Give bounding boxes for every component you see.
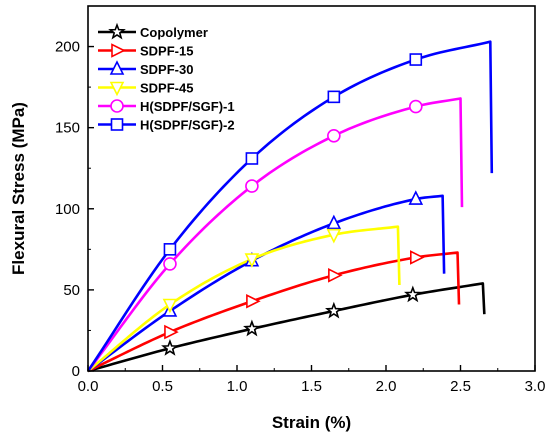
y-tick-label: 200 (55, 39, 80, 56)
data-point-sdpf-45 (326, 228, 342, 244)
y-tick-label: 100 (55, 201, 80, 218)
data-point-sdpf-15 (328, 267, 343, 283)
data-point-h-sdpf-sgf-2 (163, 243, 177, 256)
legend-marker (110, 118, 124, 131)
x-tick-label: 2.0 (376, 378, 397, 395)
legend-marker (110, 99, 124, 113)
x-axis-title: Strain (%) (272, 413, 351, 432)
x-axis: 0.0 0.5 1.0 1.5 2.0 2.5 3.0 (78, 365, 546, 395)
series-line-sdpf-15 (87, 251, 461, 373)
legend-label: SDPF-45 (140, 81, 193, 96)
y-axis: 0 50 100 150 200 (55, 39, 94, 380)
data-point-h-sdpf-sgf-1 (327, 128, 341, 143)
series-line-copolymer (87, 282, 486, 373)
legend-label: H(SDPF/SGF)-2 (140, 118, 235, 133)
data-point-sdpf-15 (164, 324, 179, 340)
data-point-sdpf-30 (408, 190, 424, 205)
legend-label: SDPF-30 (140, 62, 193, 77)
legend-label: SDPF-15 (140, 44, 193, 59)
y-tick-label: 150 (55, 120, 80, 137)
data-point-sdpf-30 (326, 214, 342, 230)
data-point-h-sdpf-sgf-2 (409, 53, 423, 66)
x-tick-label: 0.0 (78, 378, 99, 395)
x-tick-label: 2.5 (450, 378, 471, 395)
series-markers (161, 53, 425, 356)
data-point-copolymer (161, 339, 179, 356)
legend-marker (108, 22, 126, 40)
y-axis-title: Flexural Stress (MPa) (9, 102, 28, 275)
data-point-copolymer (325, 301, 343, 319)
data-point-h-sdpf-sgf-2 (327, 90, 341, 104)
data-point-h-sdpf-sgf-2 (245, 152, 259, 165)
legend-marker (111, 43, 126, 58)
data-point-copolymer (403, 285, 422, 303)
x-tick-label: 3.0 (525, 378, 546, 395)
x-tick-label: 1.0 (227, 378, 248, 395)
data-point-sdpf-15 (409, 250, 425, 265)
series-curves (86, 40, 494, 373)
x-tick-label: 0.5 (152, 378, 173, 395)
series-line-sdpf-45 (87, 225, 401, 373)
y-tick-label: 50 (63, 282, 80, 299)
legend-marker (109, 60, 125, 75)
data-point-h-sdpf-sgf-1 (408, 99, 423, 114)
x-tick-label: 1.5 (301, 378, 322, 395)
legend-marker (109, 81, 125, 97)
series-line-h-sdpf-sgf-2 (86, 40, 494, 372)
data-point-h-sdpf-sgf-1 (163, 257, 177, 271)
data-point-sdpf-45 (244, 253, 260, 268)
y-tick-label: 0 (72, 363, 80, 380)
data-point-sdpf-15 (246, 293, 261, 309)
data-point-sdpf-45 (162, 298, 178, 314)
data-point-copolymer (243, 319, 261, 337)
series-line-h-sdpf-sgf-1 (86, 97, 464, 372)
legend-label: H(SDPF/SGF)-1 (140, 99, 235, 114)
legend: Copolymer SDPF-15 SDPF-30 SDPF-45 H(SDPF/SGF… (98, 22, 235, 133)
data-point-h-sdpf-sgf-1 (245, 179, 259, 193)
legend-label: Copolymer (140, 25, 208, 40)
